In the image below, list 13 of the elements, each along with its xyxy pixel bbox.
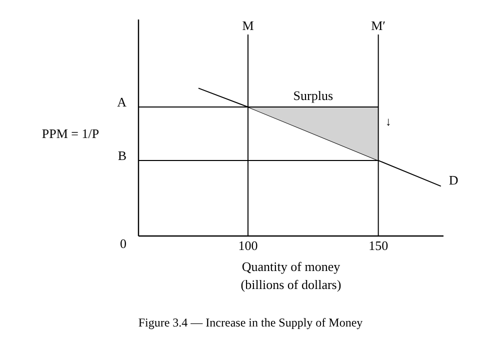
ref-line-label: M′ [371, 18, 386, 33]
text: Figure 3.4 — Increase in the Supply of Money [138, 316, 363, 330]
y-axis-title: PPM = 1/P [42, 126, 100, 141]
x-tick-label: 100 [238, 238, 258, 253]
text: 0 [120, 236, 126, 251]
ref-line-label: B [118, 148, 127, 163]
ref-line-label: M [242, 18, 254, 33]
x-tick-label: 150 [368, 238, 388, 253]
annotation: ↓ [385, 114, 392, 129]
series-label: D [448, 172, 458, 188]
x-axis-title: Quantity of money (billions of dollars) [240, 259, 342, 292]
annotation: Surplus [293, 88, 334, 103]
ref-line-label: A [117, 94, 128, 110]
